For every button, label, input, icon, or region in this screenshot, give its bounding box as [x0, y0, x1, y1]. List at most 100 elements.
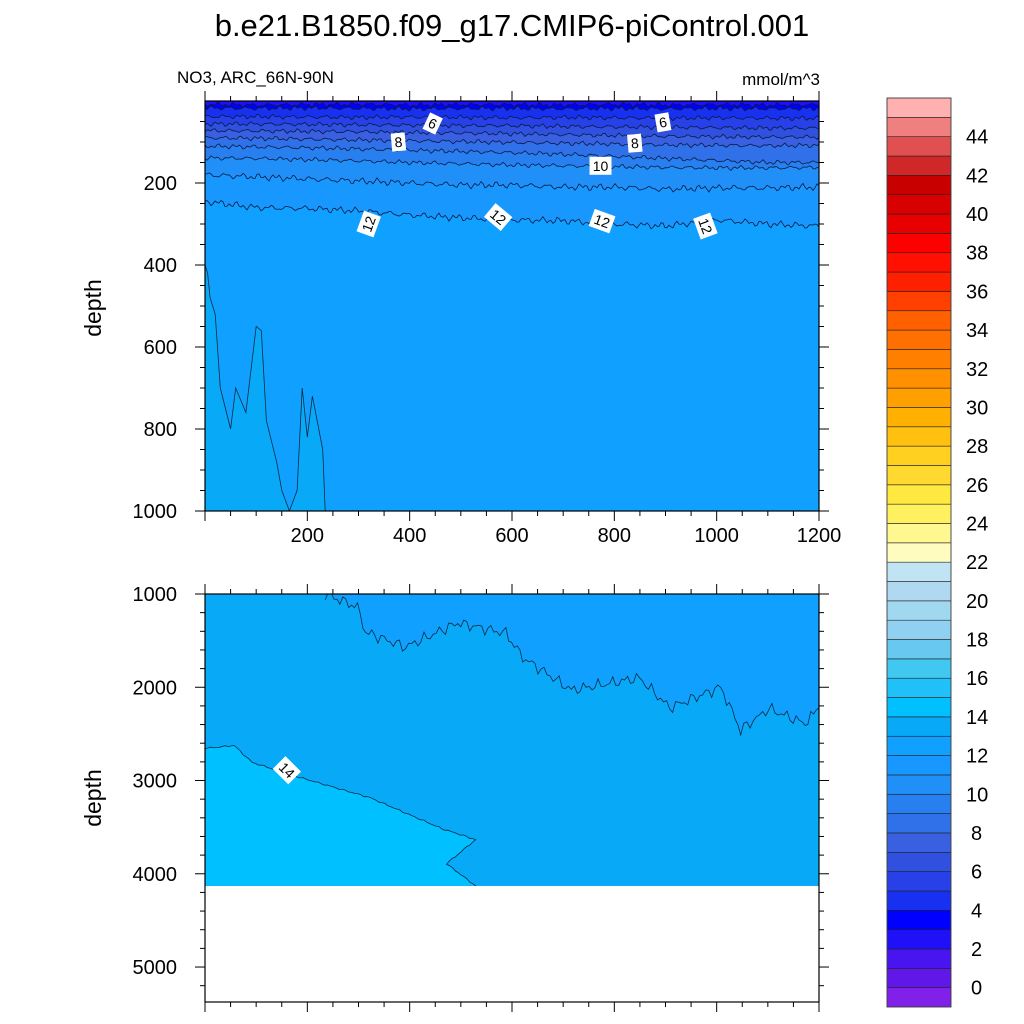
colorbar-box — [886, 716, 952, 737]
colorbar-label: 24 — [966, 513, 988, 535]
colorbar-label: 42 — [966, 165, 988, 187]
colorbar-label: 30 — [966, 397, 988, 419]
colorbar-box — [886, 542, 952, 563]
colorbar-box — [886, 813, 952, 834]
y-tick-label: 400 — [144, 255, 177, 277]
colorbar-label: 20 — [966, 591, 988, 613]
colorbar-box — [886, 639, 952, 660]
colorbar-box — [886, 948, 952, 969]
y-tick-label: 4000 — [133, 864, 178, 886]
colorbar-label: 8 — [971, 823, 982, 845]
colorbar-frame — [886, 97, 952, 1008]
colorbar-box — [886, 774, 952, 795]
colorbar-box — [886, 755, 952, 776]
contour-4 — [205, 105, 819, 112]
colorbar-box — [886, 968, 952, 988]
lower-panel: 14 1000 2000 3000 4000 5000 — [133, 584, 829, 1012]
contour-label-text: 10 — [593, 158, 609, 174]
x-tick-label: 200 — [291, 525, 324, 547]
colorbar-label: 44 — [966, 127, 988, 149]
band-2-3 — [205, 101, 819, 108]
colorbar-box — [886, 291, 952, 312]
contour-label: 6 — [654, 112, 672, 133]
y-tick-label: 1000 — [133, 584, 178, 606]
colorbar-box — [886, 155, 952, 176]
colorbar-box — [886, 117, 952, 137]
contour-label-text: 8 — [630, 135, 639, 152]
band-14-15 — [205, 745, 476, 886]
colorbar-box — [886, 561, 952, 582]
colorbar-box — [886, 600, 952, 621]
contour-label-text: 8 — [394, 134, 403, 151]
contour-label: 10 — [589, 156, 612, 175]
chart-title: b.e21.B1850.f09_g17.CMIP6-piControl.001 — [215, 8, 810, 43]
contour-12 — [205, 199, 819, 230]
colorbar-label: 12 — [966, 746, 988, 768]
x-tick-label: 1200 — [797, 525, 842, 547]
colorbar-label: 0 — [971, 978, 982, 1000]
x-tick-label: 600 — [495, 525, 528, 547]
upper-y-axis-label: depth — [80, 279, 106, 337]
contour-label-text: 12 — [359, 214, 379, 234]
colorbar-box — [886, 484, 952, 505]
colorbar-label: 2 — [971, 939, 982, 961]
y-tick-label: 2000 — [133, 677, 178, 699]
colorbar-box — [886, 407, 952, 428]
colorbar-label: 16 — [966, 668, 988, 690]
contour-8 — [205, 135, 819, 149]
colorbar-label: 28 — [966, 436, 988, 458]
contour-label-text: 12 — [695, 216, 715, 236]
band-13-14 — [205, 265, 326, 511]
colorbar-box — [886, 677, 952, 698]
colorbar-box — [886, 832, 952, 853]
colorbar-label: 26 — [966, 475, 988, 497]
colorbar-box — [886, 329, 952, 350]
contour-label: 6 — [422, 112, 443, 135]
colorbar-box — [886, 213, 952, 234]
x-tick-label: 1000 — [694, 525, 739, 547]
colorbar-label: 32 — [966, 359, 988, 381]
lower-fill: 14 — [205, 594, 819, 887]
colorbar-box — [886, 581, 952, 602]
contour-label: 12 — [588, 208, 616, 234]
colorbar-box — [886, 387, 952, 408]
colorbar-box — [886, 175, 952, 196]
contour-label-text: 12 — [592, 211, 612, 231]
x-tick-label: 400 — [393, 525, 426, 547]
contour-14 — [205, 745, 477, 887]
colorbar-label: 18 — [966, 630, 988, 652]
colorbar-box — [886, 987, 952, 1008]
contour-label: 12 — [693, 212, 718, 240]
colorbar-label: 6 — [971, 862, 982, 884]
y-tick-label: 200 — [144, 173, 177, 195]
contour-label: 12 — [483, 203, 513, 231]
contour-11 — [205, 172, 819, 193]
upper-panel: 6 6 8 8 10 12 12 12 12 200 400 600 800 1000 1200 200 400… — [133, 91, 842, 547]
colorbar-box — [886, 97, 952, 118]
colorbar-box — [886, 619, 952, 640]
contour-label: 8 — [390, 132, 407, 152]
colorbar-box — [886, 793, 952, 814]
colorbar-box — [886, 252, 952, 273]
colorbar-label: 38 — [966, 243, 988, 265]
colorbar-box — [886, 368, 952, 389]
colorbar-box — [886, 697, 952, 718]
colorbar-box — [886, 310, 952, 331]
contour-5 — [205, 113, 819, 122]
contour-7 — [205, 128, 819, 140]
colorbar-label: 34 — [966, 320, 988, 342]
y-tick-label: 800 — [144, 419, 177, 441]
contour-10 — [205, 155, 819, 171]
colorbar-label: 22 — [966, 552, 988, 574]
contour-9 — [205, 143, 819, 165]
contour-label: 14 — [272, 756, 302, 785]
y-tick-label: 3000 — [133, 771, 178, 793]
colorbar-box — [886, 465, 952, 486]
contour-label: 8 — [627, 133, 643, 153]
colorbar-box — [886, 194, 952, 215]
contour-6 — [205, 121, 819, 131]
x-tick-label: 800 — [598, 525, 631, 547]
y-tick-label: 600 — [144, 337, 177, 359]
colorbar-box — [886, 735, 952, 756]
